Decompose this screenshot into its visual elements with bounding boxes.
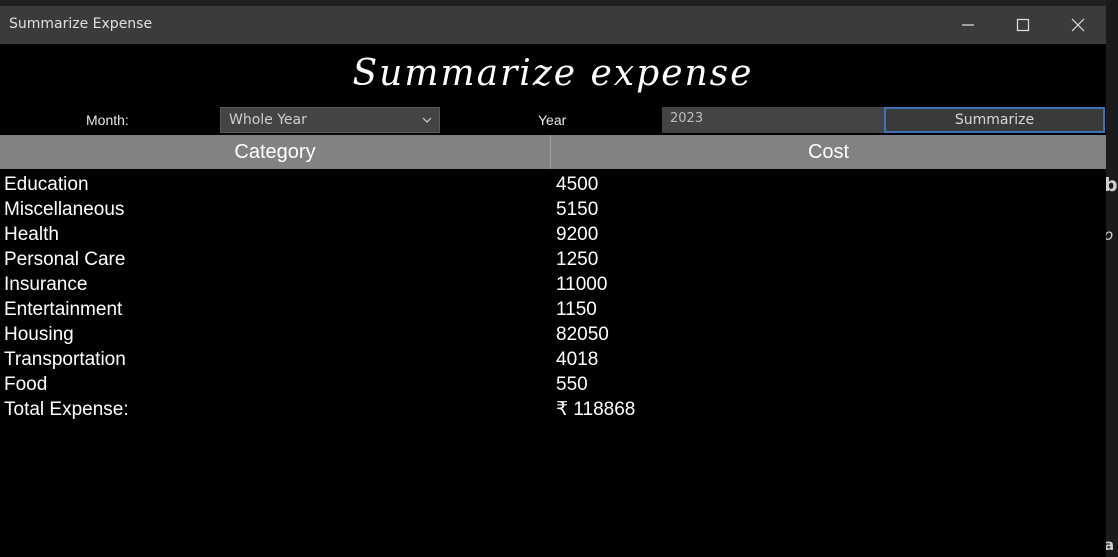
table-row: Housing 82050 [0,322,1106,347]
category-cell: Health [4,224,59,245]
table-row: Insurance 11000 [0,272,1106,297]
close-button[interactable] [1051,6,1105,44]
chevron-down-icon [422,117,432,123]
month-label: Month: [86,112,129,128]
category-cell: Personal Care [4,249,126,270]
table-row: Education 4500 [0,172,1106,197]
column-header-cost[interactable]: Cost [807,141,850,163]
summarize-button[interactable]: Summarize [884,107,1105,133]
minimize-icon [962,24,974,26]
total-value: ₹ 118868 [556,399,636,420]
cost-cell: 11000 [556,274,608,295]
category-cell: Insurance [4,274,88,295]
table-header: Category Cost [0,135,1106,169]
maximize-icon [1016,18,1030,32]
expense-table-body: Education 4500 Miscellaneous 5150 Health… [0,172,1106,422]
cost-cell: 1250 [556,249,599,270]
window-title: Summarize Expense [9,16,153,32]
table-row: Miscellaneous 5150 [0,197,1106,222]
minimize-button[interactable] [941,6,995,44]
cost-cell: 1150 [556,299,597,320]
table-row: Health 9200 [0,222,1106,247]
category-cell: Transportation [4,349,126,370]
close-icon [1071,18,1085,32]
cost-cell: 550 [556,374,588,395]
maximize-button[interactable] [996,6,1050,44]
table-row: Transportation 4018 [0,347,1106,372]
column-header-category[interactable]: Category [0,135,551,169]
cost-cell: 5150 [556,199,599,220]
summarize-expense-window: Summarize Expense Summarize expense Mont… [0,6,1106,557]
year-label: Year [538,112,567,128]
table-row: Entertainment 1150 [0,297,1106,322]
cost-cell: 4018 [556,349,599,370]
category-cell: Education [4,174,89,195]
total-label: Total Expense: [4,399,129,420]
title-bar[interactable]: Summarize Expense [0,6,1106,44]
year-input[interactable]: 2023 [662,107,884,133]
cost-cell: 4500 [556,174,599,195]
cost-cell: 9200 [556,224,599,245]
month-select[interactable]: Whole Year [220,107,440,133]
month-select-value: Whole Year [229,112,307,128]
year-input-value: 2023 [670,111,704,126]
background-window-edge: b o a [1106,0,1118,557]
page-title: Summarize expense [352,53,754,94]
category-cell: Food [4,374,48,395]
category-cell: Miscellaneous [4,199,125,220]
category-cell: Entertainment [4,299,123,320]
table-row: Food 550 [0,372,1106,397]
table-row: Personal Care 1250 [0,247,1106,272]
category-cell: Housing [4,324,74,345]
total-row: Total Expense: ₹ 118868 [0,397,1106,422]
cost-cell: 82050 [556,324,609,345]
